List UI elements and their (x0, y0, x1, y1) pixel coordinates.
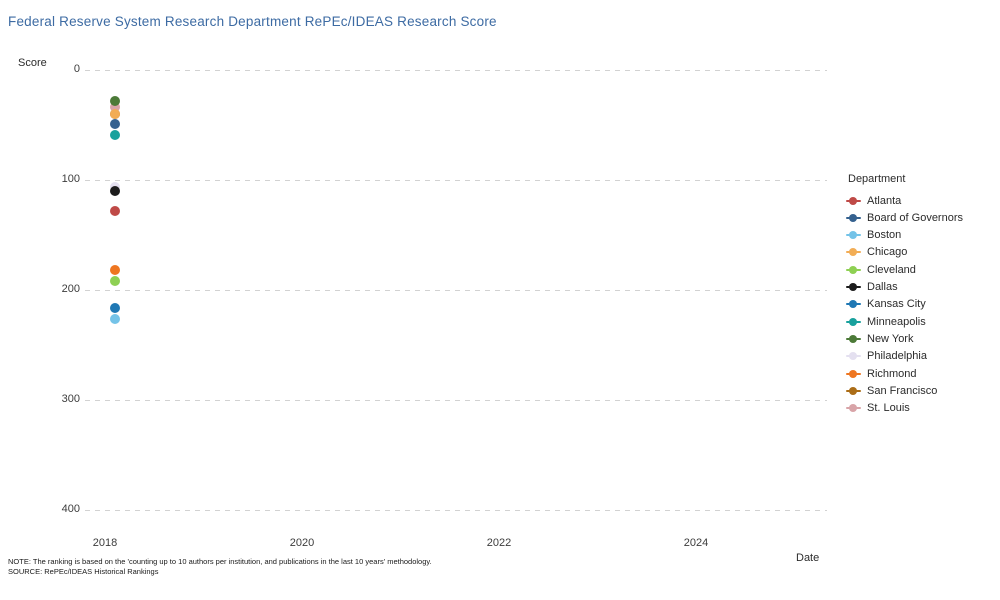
legend-marker-dot (849, 404, 857, 413)
source-line: SOURCE: RePEc/IDEAS Historical Rankings (8, 567, 159, 576)
legend-marker-philadelphia-icon (846, 352, 861, 361)
legend-item-label: Kansas City (867, 298, 926, 311)
legend-item-label: Minneapolis (867, 315, 926, 328)
legend-item-san-francisco[interactable]: San Francisco (846, 382, 937, 399)
gridline-0 (85, 70, 827, 71)
y-tick-label: 0 (73, 63, 80, 75)
x-tick-label: 2020 (289, 537, 315, 549)
point-dallas[interactable] (109, 186, 120, 196)
gridline-200 (85, 290, 827, 291)
legend-marker-dot (849, 196, 857, 205)
legend-marker-new-york-icon (846, 334, 861, 343)
legend-marker-richmond-icon (846, 369, 861, 378)
legend-item-label: New York (867, 332, 914, 345)
legend-marker-atlanta-icon (846, 196, 861, 205)
legend-marker-dot (849, 265, 857, 274)
legend-item-label: Board of Governors (867, 211, 963, 224)
point-richmond[interactable] (109, 265, 120, 276)
legend-item-label: Dallas (867, 281, 898, 293)
legend-marker-san-francisco-icon (846, 386, 861, 395)
legend-item-atlanta[interactable]: Atlanta (846, 192, 901, 209)
legend-item-chicago[interactable]: Chicago (846, 244, 907, 261)
legend-item-dallas[interactable]: Dallas (846, 279, 898, 296)
x-tick-label: 2018 (92, 537, 118, 549)
point-cleveland[interactable] (109, 276, 120, 287)
point-st-louis[interactable] (109, 102, 120, 113)
legend-marker-cleveland-icon (846, 265, 861, 274)
legend-item-label: St. Louis (867, 402, 910, 415)
legend-item-label: Atlanta (867, 194, 902, 207)
legend-marker-st-louis-icon (846, 404, 861, 413)
legend-marker-dot (849, 248, 857, 257)
legend-item-cleveland[interactable]: Cleveland (846, 261, 916, 278)
y-tick-label: 100 (61, 173, 80, 185)
footnotes: NOTE: The ranking is based on the 'count… (8, 557, 432, 577)
legend-marker-dot (849, 352, 857, 361)
legend-item-boston[interactable]: Boston (846, 227, 901, 244)
legend-item-label: Boston (867, 229, 902, 242)
legend-item-label: Chicago (867, 246, 908, 259)
y-axis-title: Score (18, 57, 47, 69)
point-boston[interactable] (109, 313, 120, 324)
legend-marker-dot (849, 317, 857, 326)
legend-item-label: Cleveland (867, 263, 916, 276)
legend-marker-board-of-governors-icon (846, 213, 861, 222)
legend-marker-dot (849, 386, 857, 395)
y-tick-label: 400 (61, 503, 80, 515)
point-chicago[interactable] (109, 109, 120, 119)
legend-item-minneapolis[interactable]: Minneapolis (846, 313, 926, 330)
legend-item-board-of-governors[interactable]: Board of Governors (846, 209, 963, 226)
legend-item-richmond[interactable]: Richmond (846, 365, 917, 382)
legend-item-philadelphia[interactable]: Philadelphia (846, 348, 927, 365)
x-tick-label: 2024 (683, 537, 709, 549)
legend-marker-dot (849, 300, 857, 309)
point-board-of-governors[interactable] (109, 118, 120, 129)
legend-marker-minneapolis-icon (846, 317, 861, 326)
point-kansas-city[interactable] (109, 302, 120, 313)
gridline-400 (85, 510, 827, 511)
legend-marker-dot (849, 231, 857, 240)
legend-title: Department (848, 173, 906, 185)
x-axis-title: Date (796, 552, 820, 564)
legend-item-label: Richmond (867, 367, 917, 380)
legend-item-kansas-city[interactable]: Kansas City (846, 296, 926, 313)
legend-marker-boston-icon (846, 231, 861, 240)
legend-marker-dallas-icon (846, 283, 861, 292)
legend-item-label: San Francisco (867, 384, 938, 397)
legend-marker-dot (849, 283, 857, 291)
legend-marker-kansas-city-icon (846, 300, 861, 309)
note-line: NOTE: The ranking is based on the 'count… (8, 557, 432, 566)
point-minneapolis[interactable] (109, 129, 120, 140)
y-tick-label: 300 (61, 393, 80, 405)
y-tick-label: 200 (61, 283, 80, 295)
chart-title: Federal Reserve System Research Departme… (8, 14, 497, 29)
point-new-york[interactable] (109, 95, 120, 106)
point-atlanta[interactable] (109, 205, 120, 216)
legend-marker-dot (849, 369, 857, 378)
gridline-100 (85, 180, 827, 181)
legend-marker-chicago-icon (846, 248, 861, 257)
x-tick-label: 2022 (486, 537, 512, 549)
legend-item-st-louis[interactable]: St. Louis (846, 400, 910, 417)
legend-marker-dot (849, 334, 857, 343)
legend-marker-dot (849, 213, 857, 222)
legend-item-new-york[interactable]: New York (846, 330, 913, 347)
legend-item-label: Philadelphia (867, 350, 927, 363)
gridline-300 (85, 400, 827, 401)
